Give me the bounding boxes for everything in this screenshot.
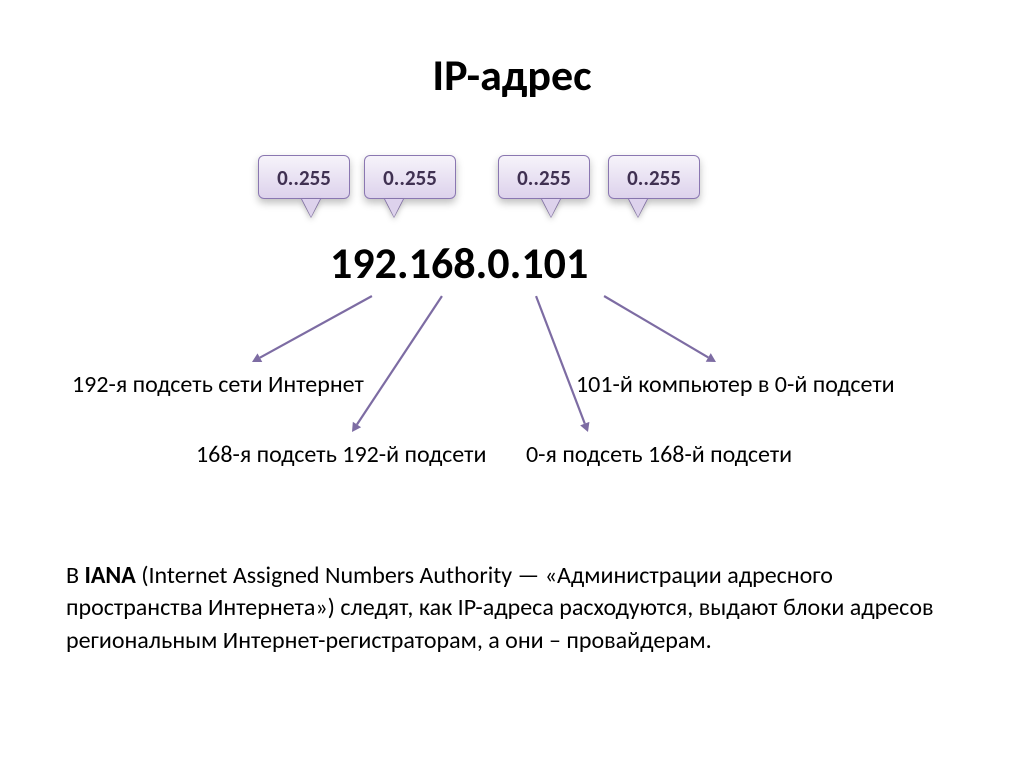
octet-range-label: 0..255	[277, 165, 331, 191]
octet-explanation: 192-я подсеть сети Интернет	[72, 370, 364, 399]
octet-explanation: 168-я подсеть 192-й подсети	[196, 440, 486, 469]
ip-address-text: 192.168.0.101	[330, 236, 588, 290]
octet-range-callout: 0..255	[364, 155, 456, 199]
callout-tail-icon	[542, 199, 560, 217]
paragraph-bold: IANA	[84, 561, 135, 590]
breakdown-arrow-icon	[240, 288, 372, 366]
callout-tail-icon	[302, 199, 320, 217]
octet-range-callout: 0..255	[498, 155, 590, 199]
breakdown-arrow-icon	[599, 296, 723, 374]
ip-address: 192.168.0.101	[330, 236, 588, 290]
callout-tail-icon	[385, 199, 403, 217]
octet-explanation: 101-й компьютер в 0-й подсети	[576, 370, 895, 399]
paragraph-prefix: В	[66, 561, 84, 590]
octet-range-label: 0..255	[517, 165, 571, 191]
octet-range-callout: 0..255	[608, 155, 700, 199]
paragraph-rest: (Internet Assigned Numbers Authority — «…	[66, 561, 933, 655]
octet-explanation: 0-я подсеть 168-й подсети	[526, 440, 792, 469]
callout-tail-icon	[629, 199, 647, 217]
octet-range-label: 0..255	[627, 165, 681, 191]
slide-title-text: IP-адрес	[432, 48, 591, 102]
iana-paragraph: В IANA (Internet Assigned Numbers Author…	[66, 560, 966, 657]
octet-range-callout: 0..255	[258, 155, 350, 199]
slide-title: IP-адрес	[0, 48, 1024, 102]
octet-range-label: 0..255	[383, 165, 437, 191]
